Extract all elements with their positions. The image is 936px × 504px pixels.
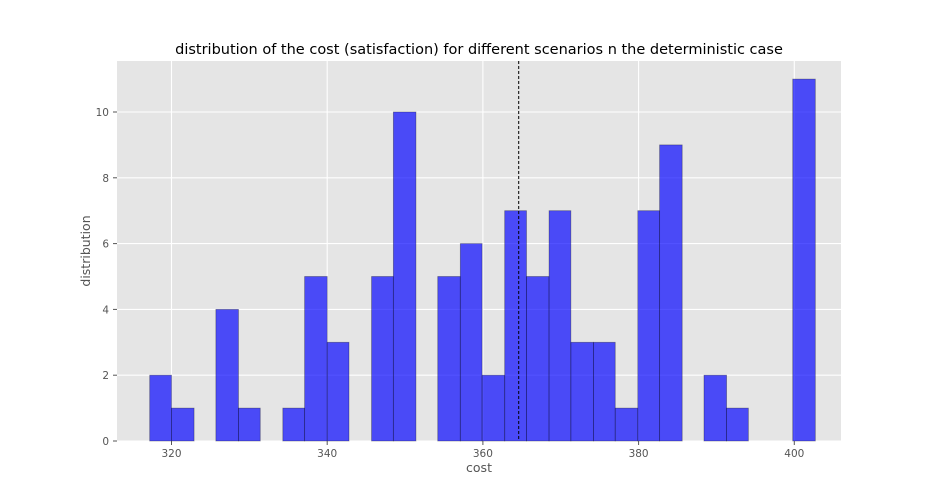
x-axis-label: cost (466, 460, 492, 475)
histogram-bar (459, 243, 483, 442)
histogram-bar (437, 276, 461, 442)
y-tick-label: 10 (96, 107, 109, 119)
histogram-bar (304, 276, 328, 442)
histogram-bar (504, 210, 527, 442)
y-tick-label: 4 (102, 304, 109, 316)
histogram-bar (392, 111, 417, 442)
y-tick-label: 0 (102, 436, 109, 448)
y-ticks: 0 2 4 6 8 10 (96, 107, 117, 448)
histogram-bar (215, 308, 239, 442)
x-tick-label: 360 (473, 448, 493, 460)
x-ticks: 320 340 360 380 400 (161, 441, 804, 460)
histogram-bar (171, 407, 195, 442)
histogram-bar (238, 407, 261, 442)
histogram-bar (570, 341, 594, 442)
histogram-bar (659, 144, 683, 442)
histogram-bar (614, 407, 639, 442)
x-tick-label: 340 (317, 448, 337, 460)
histogram-bar (326, 341, 350, 442)
x-tick-label: 400 (784, 448, 804, 460)
y-tick-label: 6 (102, 239, 109, 251)
histogram-bars (149, 78, 816, 442)
histogram-bar (593, 341, 616, 442)
y-tick-label: 2 (102, 370, 109, 382)
histogram-bar (149, 374, 172, 442)
histogram-bar (792, 78, 816, 442)
histogram-bar (726, 407, 749, 442)
x-tick-label: 320 (161, 448, 181, 460)
histogram-bar (548, 210, 572, 442)
y-tick-label: 8 (102, 173, 109, 185)
y-axis-label: distribution (78, 215, 93, 286)
histogram-bar (703, 374, 727, 442)
histogram-bar (481, 374, 506, 442)
histogram-bar (282, 407, 306, 442)
chart-title: distribution of the cost (satisfaction) … (175, 42, 783, 58)
histogram-bar (371, 276, 394, 442)
x-tick-label: 380 (629, 448, 649, 460)
histogram-bar (526, 276, 550, 442)
histogram-bar (637, 210, 661, 442)
